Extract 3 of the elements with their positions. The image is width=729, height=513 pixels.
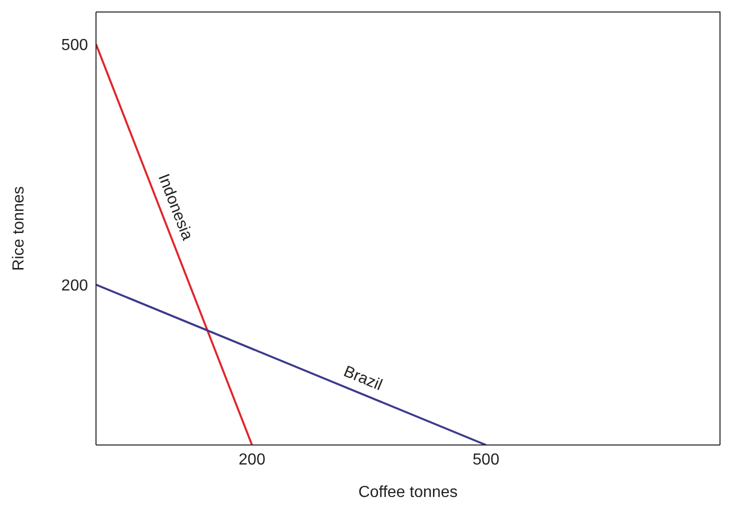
x-axis-title: Coffee tonnes — [358, 484, 458, 501]
y-axis-title: Rice tonnes — [10, 186, 28, 271]
text: Brazil — [341, 363, 385, 394]
